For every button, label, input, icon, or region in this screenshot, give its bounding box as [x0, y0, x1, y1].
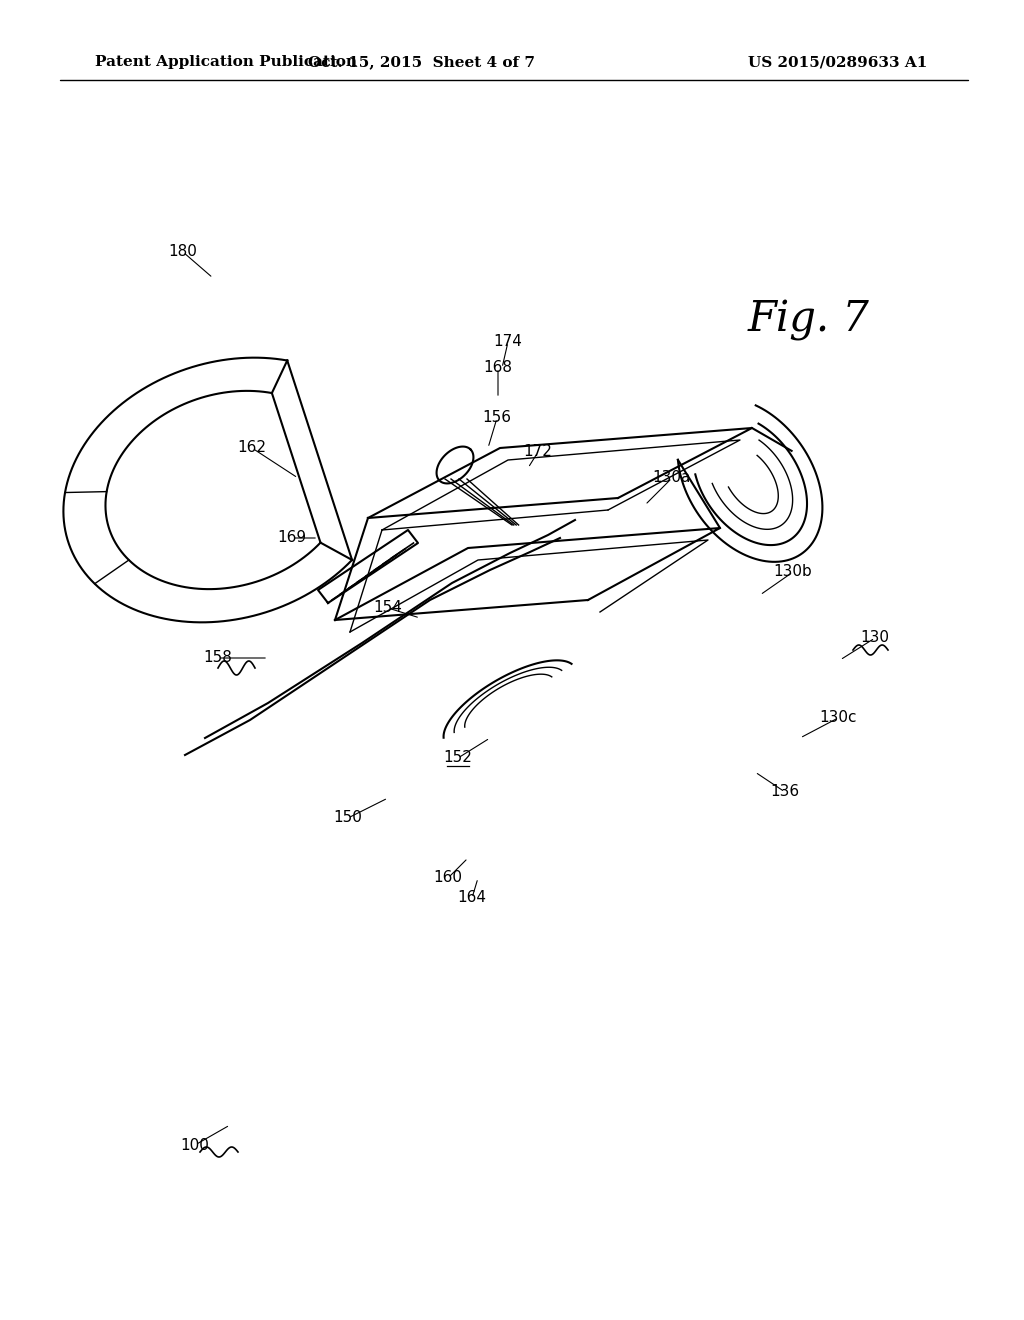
- Text: 136: 136: [770, 784, 800, 800]
- Text: 150: 150: [334, 810, 362, 825]
- Text: 160: 160: [433, 870, 463, 886]
- Text: 158: 158: [204, 651, 232, 665]
- Text: 130c: 130c: [819, 710, 857, 726]
- Text: 100: 100: [180, 1138, 210, 1152]
- Text: 156: 156: [482, 411, 512, 425]
- Text: 154: 154: [374, 601, 402, 615]
- Text: 130b: 130b: [773, 565, 812, 579]
- Text: 162: 162: [238, 441, 266, 455]
- Text: US 2015/0289633 A1: US 2015/0289633 A1: [748, 55, 928, 69]
- Text: Fig. 7: Fig. 7: [748, 300, 869, 341]
- Text: 172: 172: [523, 445, 552, 459]
- Text: 152: 152: [443, 751, 472, 766]
- Text: Oct. 15, 2015  Sheet 4 of 7: Oct. 15, 2015 Sheet 4 of 7: [308, 55, 536, 69]
- Text: Patent Application Publication: Patent Application Publication: [95, 55, 357, 69]
- Text: 180: 180: [169, 244, 198, 260]
- Text: 164: 164: [458, 891, 486, 906]
- Text: 130: 130: [860, 631, 890, 645]
- Text: 168: 168: [483, 360, 512, 375]
- Text: 169: 169: [278, 531, 306, 545]
- Text: 130a: 130a: [653, 470, 691, 486]
- Text: 174: 174: [494, 334, 522, 350]
